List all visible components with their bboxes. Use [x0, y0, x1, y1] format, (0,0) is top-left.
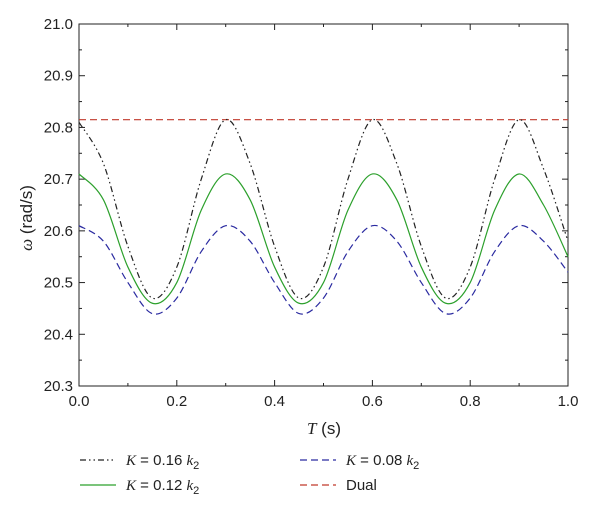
x-tick-label: 0.6	[362, 393, 383, 410]
x-axis-title: T (s)	[307, 419, 341, 438]
legend-symbol: K	[125, 453, 137, 469]
legend-subscript: 2	[193, 460, 199, 472]
x-tick-label: 0.0	[69, 393, 90, 410]
legend-label-2: K = 0.12 k2	[125, 477, 199, 497]
y-axis-title: ω (rad/s)	[17, 185, 36, 251]
legend-symbol: K	[125, 478, 137, 494]
y-tick-label: 20.3	[44, 378, 73, 395]
legend-value: = 0.12	[136, 477, 186, 494]
legend-value: = 0.08	[356, 452, 406, 469]
axes: 0.0 0.2 0.4 0.6 0.8 1.0 20.3 20.4 20.5 20.6 20.7 20…	[44, 16, 579, 410]
legend-k: k	[186, 453, 193, 469]
y-tick-label: 20.8	[44, 119, 73, 136]
y-axis-symbol: ω	[17, 239, 36, 251]
y-tick-label: 20.5	[44, 275, 73, 292]
series-line-2	[78, 173, 569, 305]
legend-text: Dual	[346, 477, 377, 494]
series-line-3	[78, 224, 569, 315]
x-tick-label: 0.4	[264, 393, 285, 410]
x-tick-label: 0.8	[460, 393, 481, 410]
legend-k: k	[186, 478, 193, 494]
legend-value: = 0.16	[136, 452, 186, 469]
y-tick-label: 21.0	[44, 16, 73, 33]
y-tick-label: 20.4	[44, 326, 73, 343]
legend-label-3: K = 0.08 k2	[345, 452, 419, 472]
legend-label-1: K = 0.16 k2	[125, 452, 199, 472]
series-line-1	[78, 119, 569, 300]
legend-subscript: 2	[413, 460, 419, 472]
series-layer	[78, 119, 569, 315]
plot-frame	[78, 23, 569, 387]
y-axis-unit: (rad/s)	[17, 185, 36, 239]
x-tick-label: 1.0	[558, 393, 579, 410]
x-axis-symbol: T	[307, 419, 318, 438]
y-tick-label: 20.9	[44, 68, 73, 85]
legend-label-4: Dual	[346, 477, 377, 494]
x-tick-label: 0.2	[166, 393, 187, 410]
legend-subscript: 2	[193, 485, 199, 497]
y-tick-label: 20.6	[44, 223, 73, 240]
x-axis-unit: (s)	[316, 419, 341, 438]
svg-text:T (s): T (s)	[307, 419, 341, 438]
y-tick-label: 20.7	[44, 171, 73, 188]
legend-k: k	[406, 453, 413, 469]
legend-symbol: K	[345, 453, 357, 469]
svg-text:ω (rad/s): ω (rad/s)	[17, 185, 36, 251]
